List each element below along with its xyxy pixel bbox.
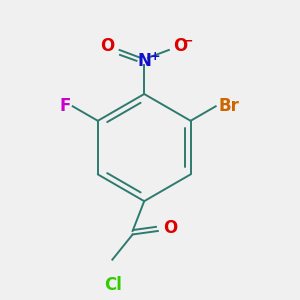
Text: Cl: Cl <box>104 276 122 294</box>
Text: −: − <box>183 35 193 48</box>
Text: O: O <box>173 37 188 55</box>
Text: +: + <box>150 50 160 63</box>
Text: N: N <box>137 52 151 70</box>
Text: F: F <box>59 97 70 115</box>
Text: O: O <box>100 37 114 55</box>
Text: Br: Br <box>218 97 239 115</box>
Text: O: O <box>163 219 177 237</box>
